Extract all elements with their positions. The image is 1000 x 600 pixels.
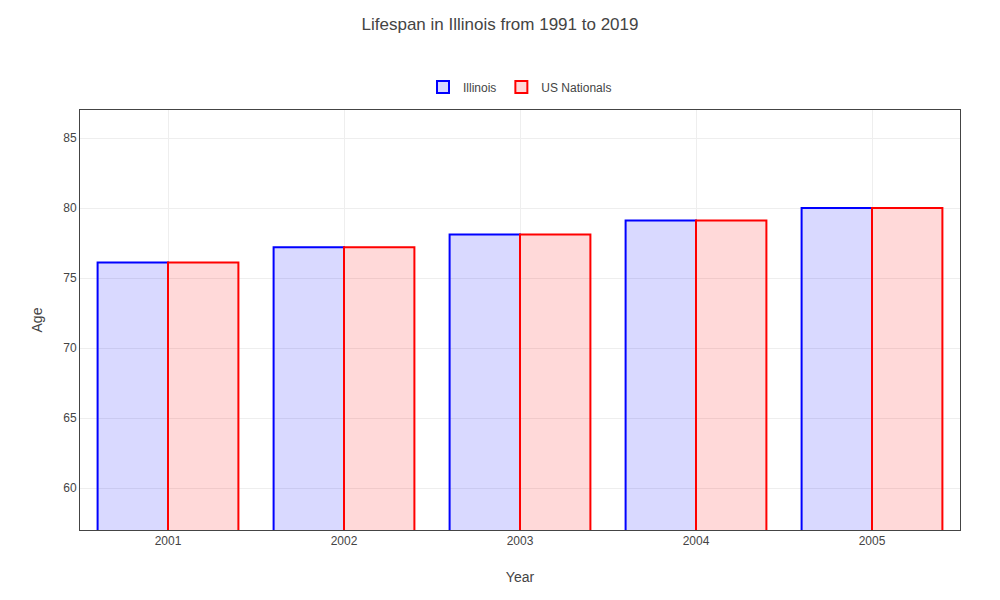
svg-text:Illinois: Illinois [463,81,496,95]
svg-text:80: 80 [63,201,77,215]
svg-text:2003: 2003 [507,534,534,548]
svg-text:Year: Year [506,569,535,585]
svg-text:60: 60 [63,481,77,495]
svg-text:Age: Age [29,307,45,332]
svg-text:2001: 2001 [155,534,182,548]
svg-text:2004: 2004 [683,534,710,548]
svg-text:2002: 2002 [331,534,358,548]
svg-text:75: 75 [63,271,77,285]
svg-text:85: 85 [63,131,77,145]
svg-text:US Nationals: US Nationals [541,81,611,95]
svg-text:2005: 2005 [859,534,886,548]
svg-text:Lifespan in Illinois from 1991: Lifespan in Illinois from 1991 to 2019 [362,15,639,34]
svg-text:70: 70 [63,341,77,355]
svg-text:65: 65 [63,411,77,425]
